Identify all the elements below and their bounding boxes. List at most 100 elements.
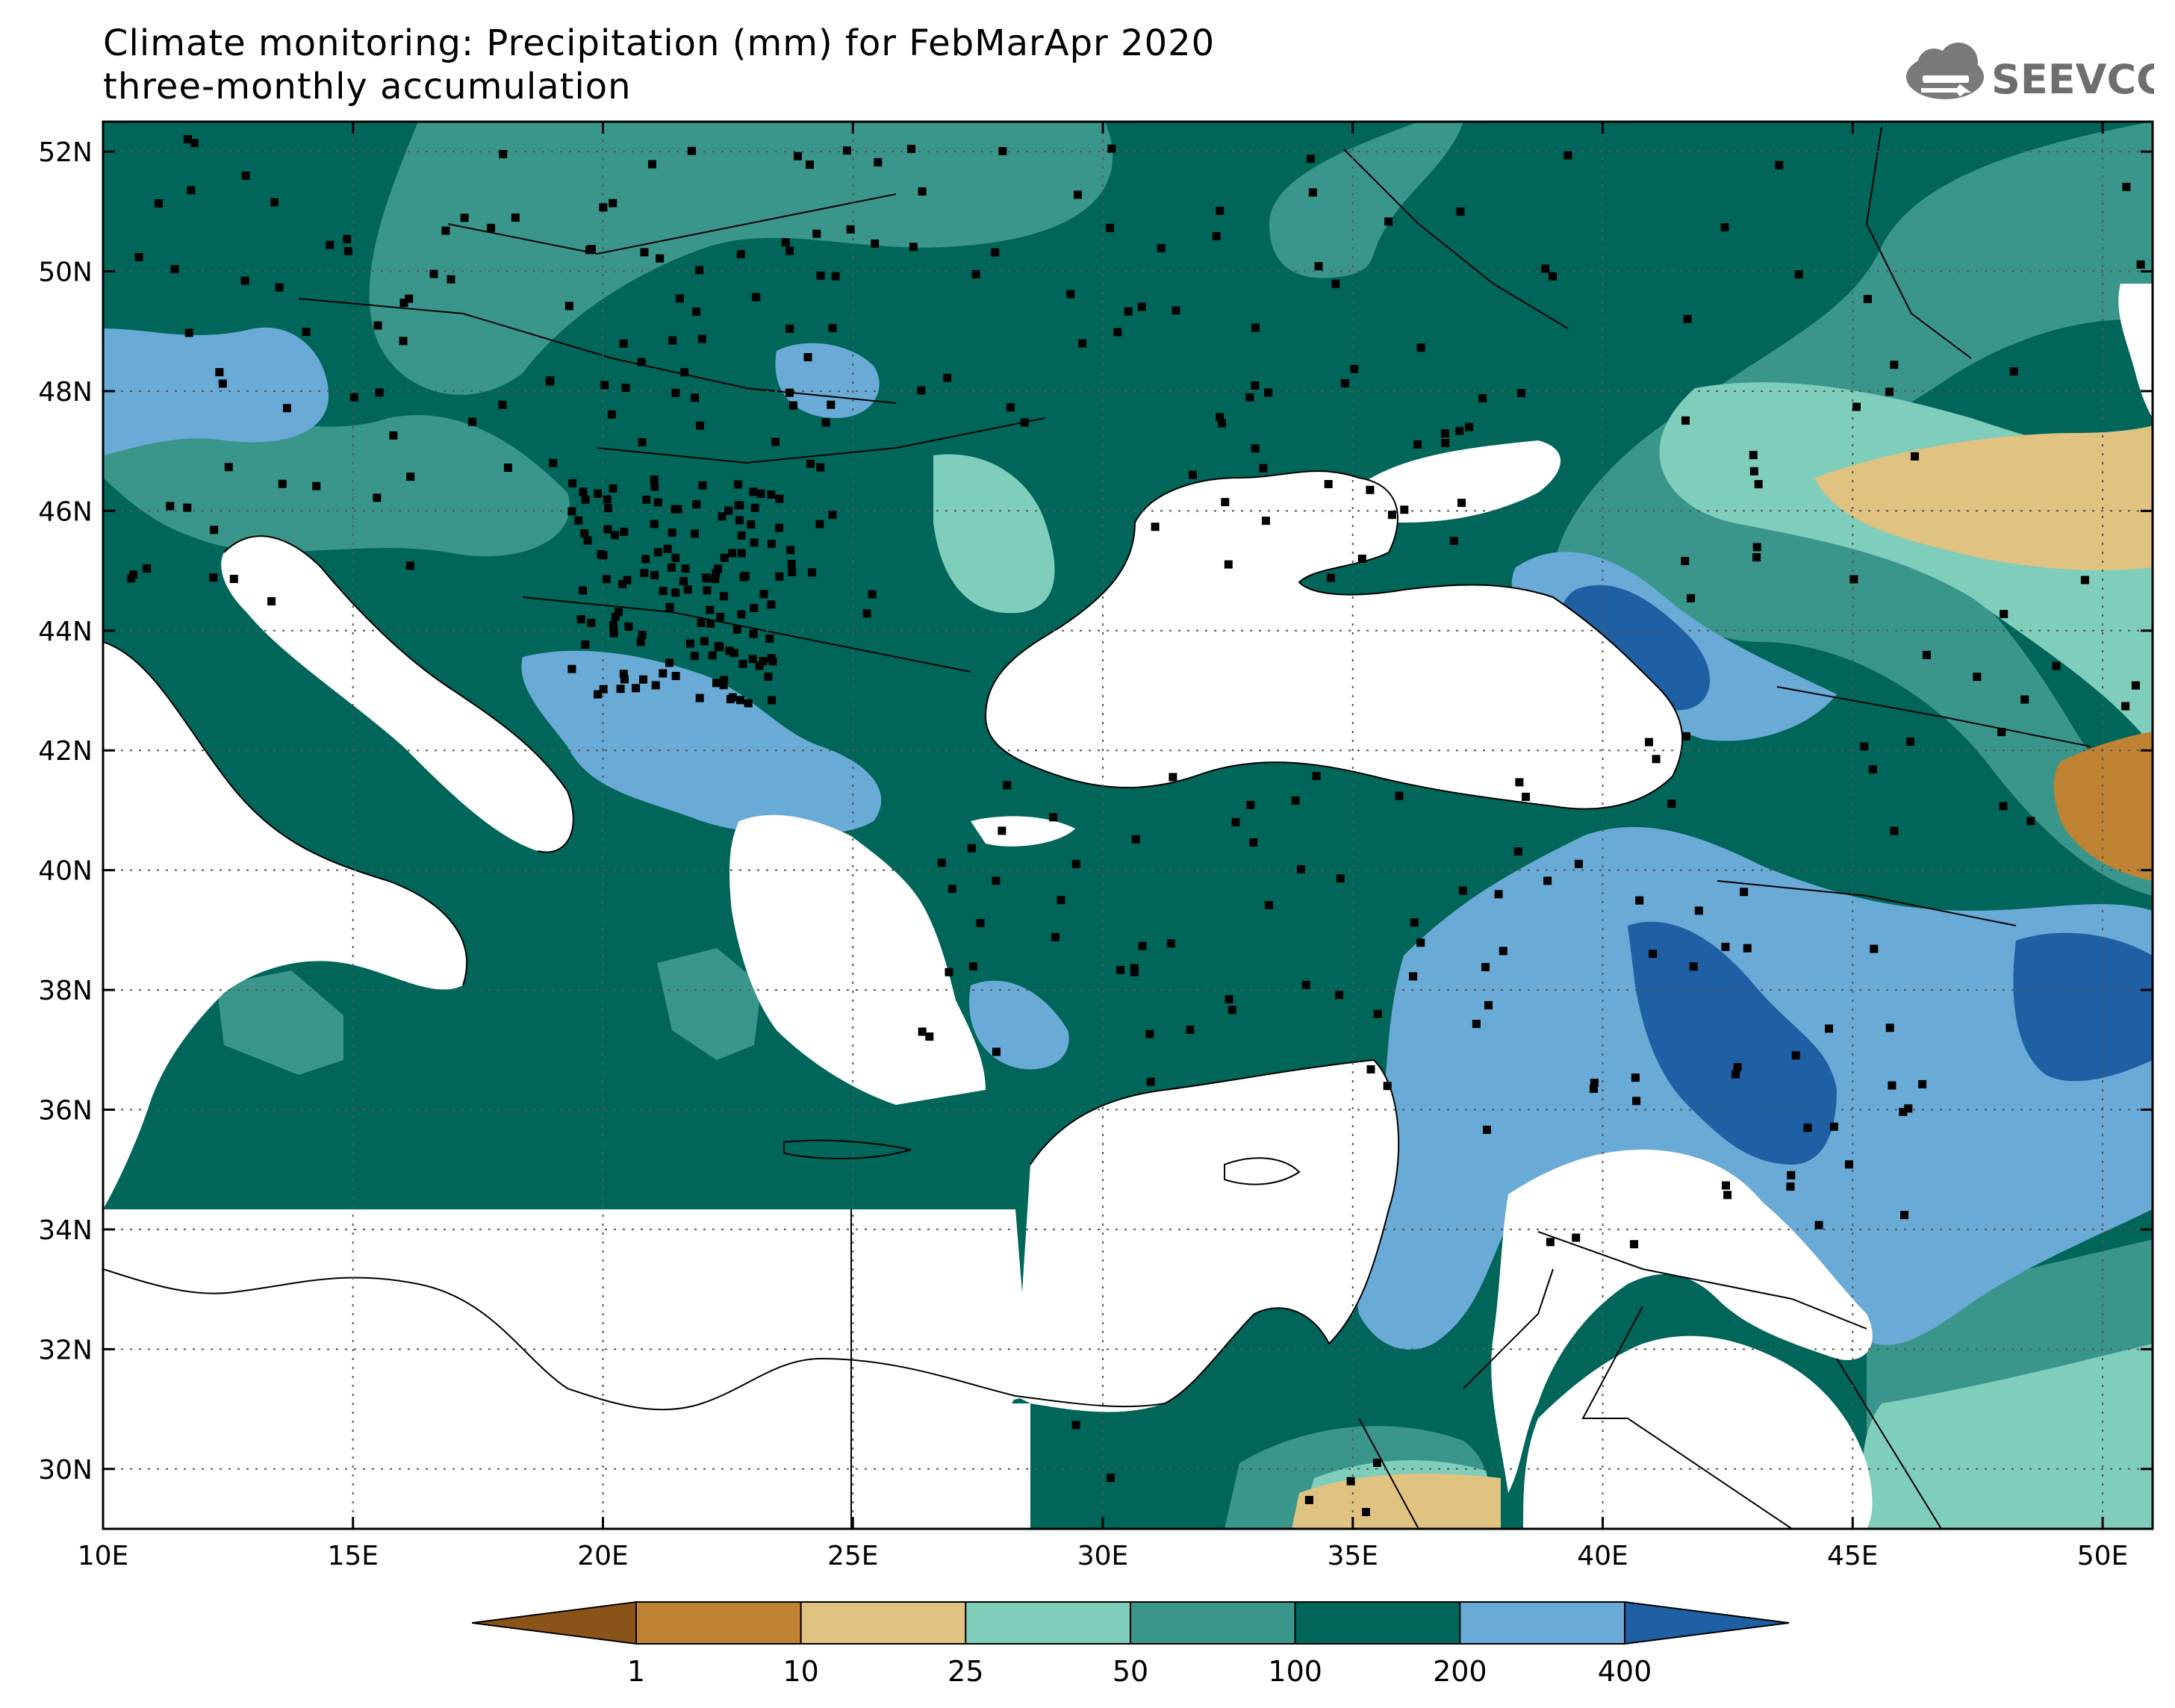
station-marker: [278, 479, 287, 488]
station-marker: [1251, 444, 1260, 453]
station-marker: [695, 266, 704, 275]
station-marker: [511, 214, 520, 222]
tyrrhenian-ionian-med-sea: [103, 642, 467, 1209]
station-marker: [1395, 791, 1404, 800]
station-marker: [971, 270, 980, 278]
station-marker: [747, 520, 756, 529]
station-marker: [702, 573, 710, 582]
station-marker: [1264, 388, 1273, 397]
station-marker: [648, 160, 656, 169]
station-marker: [399, 299, 408, 308]
station-marker: [1291, 796, 1300, 805]
station-marker: [1107, 144, 1116, 153]
colorbar-box: [1294, 1601, 1461, 1645]
station-marker: [1409, 972, 1418, 981]
station-marker: [326, 240, 335, 249]
station-marker: [1652, 755, 1661, 764]
station-marker: [1911, 452, 1919, 461]
station-marker: [712, 569, 721, 577]
station-marker: [1449, 537, 1458, 546]
station-marker: [580, 529, 589, 537]
station-marker: [1922, 650, 1931, 659]
station-marker: [1681, 557, 1690, 565]
station-marker: [1546, 1238, 1555, 1247]
station-marker: [579, 487, 588, 496]
station-marker: [597, 549, 606, 558]
station-marker: [750, 503, 759, 512]
station-marker: [737, 549, 746, 558]
station-marker: [632, 684, 641, 693]
station-marker: [685, 639, 694, 648]
station-marker: [1667, 800, 1676, 808]
station-marker: [487, 223, 496, 232]
station-marker: [609, 629, 618, 638]
station-marker: [599, 203, 608, 212]
station-marker: [587, 618, 596, 627]
station-marker: [656, 254, 665, 263]
station-marker: [2052, 661, 2061, 670]
station-marker: [842, 146, 851, 155]
station-marker: [603, 525, 612, 534]
station-marker: [1166, 939, 1175, 948]
station-marker: [948, 885, 956, 894]
station-marker: [668, 336, 677, 345]
station-marker: [1413, 440, 1422, 449]
station-marker: [373, 493, 382, 502]
station-marker: [759, 590, 768, 599]
station-marker: [1416, 938, 1425, 947]
station-marker: [1997, 728, 2006, 737]
station-marker: [1078, 339, 1086, 348]
station-marker: [574, 516, 583, 525]
station-marker: [579, 586, 587, 595]
station-marker: [134, 252, 143, 261]
station-marker: [460, 214, 469, 222]
station-marker: [1890, 361, 1899, 370]
station-marker: [1515, 778, 1524, 787]
station-marker: [2020, 695, 2029, 704]
station-marker: [1517, 389, 1525, 397]
station-marker: [918, 187, 927, 196]
station-marker: [1740, 888, 1749, 897]
station-marker: [1231, 817, 1240, 826]
lat-tick-label: 40N: [38, 856, 93, 887]
station-marker: [1478, 394, 1487, 402]
station-marker: [183, 503, 192, 512]
station-marker: [229, 575, 238, 583]
station-marker: [1973, 673, 1982, 682]
station-marker: [1681, 732, 1690, 741]
colorbar-label: 400: [1598, 1655, 1652, 1688]
station-marker: [620, 675, 629, 684]
station-marker: [1752, 543, 1761, 552]
station-marker: [1151, 523, 1160, 532]
station-marker: [640, 248, 649, 257]
station-marker: [583, 536, 592, 545]
station-marker: [767, 600, 776, 609]
field-50-100-sicily: [217, 970, 343, 1075]
station-marker: [1787, 1171, 1796, 1179]
station-marker: [750, 604, 759, 612]
station-marker: [546, 376, 555, 385]
station-marker: [794, 152, 802, 160]
lon-tick-label: 20E: [577, 1541, 629, 1571]
station-marker: [653, 548, 662, 557]
station-marker: [690, 652, 699, 661]
marmara-sea: [971, 816, 1075, 847]
station-marker: [405, 294, 414, 303]
station-marker: [720, 676, 729, 685]
lat-tick-label: 36N: [38, 1096, 93, 1126]
station-marker: [781, 238, 790, 247]
station-marker: [1484, 1001, 1493, 1010]
station-marker: [1336, 874, 1345, 883]
lon-tick-label: 30E: [1077, 1541, 1129, 1571]
station-marker: [1383, 1082, 1392, 1091]
station-marker: [828, 323, 837, 332]
station-marker: [653, 498, 662, 507]
station-marker: [609, 484, 617, 493]
station-marker: [2009, 367, 2018, 375]
station-marker: [716, 613, 725, 621]
station-marker: [681, 564, 690, 573]
station-marker: [1186, 1025, 1195, 1034]
station-marker: [587, 245, 596, 254]
station-marker: [668, 563, 676, 572]
station-marker: [1124, 307, 1133, 316]
